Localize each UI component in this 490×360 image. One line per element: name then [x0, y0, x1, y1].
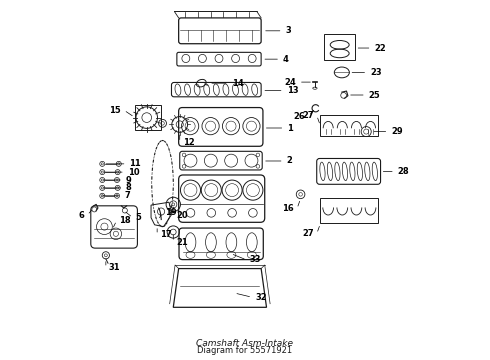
Text: 2: 2: [287, 157, 293, 166]
Text: 18: 18: [120, 216, 131, 225]
Text: 15: 15: [109, 105, 121, 114]
Text: 24: 24: [284, 78, 296, 87]
Text: 26: 26: [294, 112, 306, 121]
Text: 4: 4: [283, 55, 289, 64]
Text: 20: 20: [176, 211, 188, 220]
Text: 27: 27: [302, 111, 314, 120]
Text: 6: 6: [78, 211, 84, 220]
Text: Diagram for 55571921: Diagram for 55571921: [197, 346, 293, 355]
Bar: [320, 115, 378, 135]
Text: 21: 21: [176, 238, 188, 247]
Text: 12: 12: [183, 138, 195, 147]
Text: 8: 8: [126, 183, 132, 192]
Text: 11: 11: [129, 159, 141, 168]
Text: 16: 16: [282, 204, 294, 213]
Text: Camshaft Asm-Intake: Camshaft Asm-Intake: [196, 339, 294, 348]
Text: 17: 17: [160, 230, 172, 239]
Text: 10: 10: [128, 168, 139, 177]
Text: 3: 3: [286, 26, 291, 35]
Bar: [135, 105, 161, 130]
Text: 22: 22: [374, 44, 386, 53]
Text: 1: 1: [287, 123, 293, 132]
Text: 25: 25: [368, 90, 380, 99]
Text: 28: 28: [398, 167, 409, 176]
Text: 23: 23: [370, 68, 382, 77]
Text: 32: 32: [255, 293, 267, 302]
Text: 9: 9: [126, 176, 132, 185]
Text: 13: 13: [287, 86, 298, 95]
Text: 33: 33: [250, 256, 261, 265]
Text: 5: 5: [136, 213, 142, 222]
Text: 7: 7: [124, 191, 130, 200]
Text: 27: 27: [302, 229, 314, 238]
Bar: [324, 34, 355, 60]
Bar: [320, 198, 378, 223]
Text: 31: 31: [109, 264, 121, 273]
Text: 19: 19: [166, 208, 177, 217]
Text: 14: 14: [232, 79, 244, 88]
Text: 29: 29: [392, 127, 403, 136]
